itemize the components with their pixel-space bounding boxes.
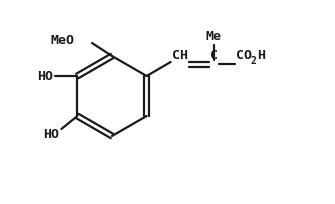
Text: MeO: MeO <box>50 33 74 46</box>
Text: CO: CO <box>236 49 252 62</box>
Text: Me: Me <box>206 30 222 43</box>
Text: HO: HO <box>43 128 59 141</box>
Text: HO: HO <box>38 70 53 83</box>
Text: C: C <box>210 49 218 62</box>
Text: H: H <box>257 49 265 62</box>
Text: 2: 2 <box>251 56 257 66</box>
Text: CH: CH <box>172 49 188 62</box>
